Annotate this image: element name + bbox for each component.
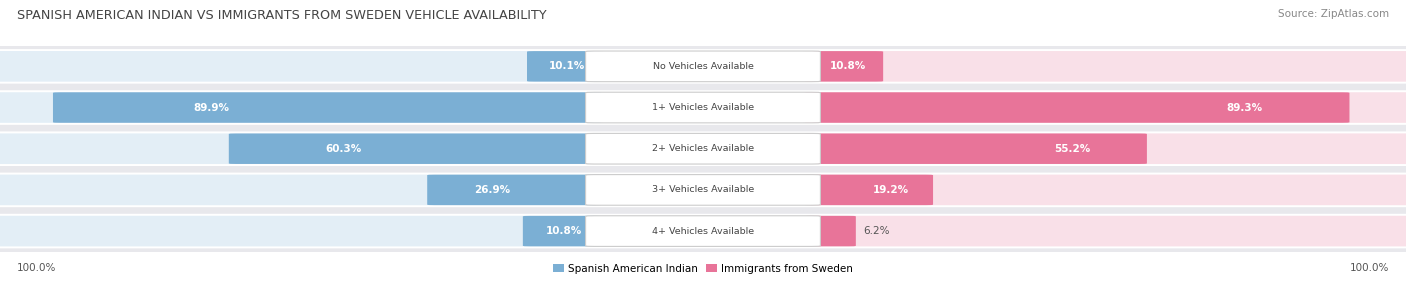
FancyBboxPatch shape xyxy=(0,133,603,164)
Text: 55.2%: 55.2% xyxy=(1054,144,1091,154)
FancyBboxPatch shape xyxy=(804,216,1406,247)
FancyBboxPatch shape xyxy=(0,127,1406,170)
Text: 4+ Vehicles Available: 4+ Vehicles Available xyxy=(652,227,754,236)
Text: 1+ Vehicles Available: 1+ Vehicles Available xyxy=(652,103,754,112)
FancyBboxPatch shape xyxy=(0,214,1406,248)
FancyBboxPatch shape xyxy=(804,92,1406,123)
Text: 89.9%: 89.9% xyxy=(194,103,229,112)
FancyBboxPatch shape xyxy=(0,216,603,247)
FancyBboxPatch shape xyxy=(0,86,1406,129)
FancyBboxPatch shape xyxy=(585,174,821,205)
FancyBboxPatch shape xyxy=(0,51,603,82)
FancyBboxPatch shape xyxy=(427,175,602,205)
Text: 10.1%: 10.1% xyxy=(548,61,585,71)
Text: SPANISH AMERICAN INDIAN VS IMMIGRANTS FROM SWEDEN VEHICLE AVAILABILITY: SPANISH AMERICAN INDIAN VS IMMIGRANTS FR… xyxy=(17,9,547,21)
Text: 2+ Vehicles Available: 2+ Vehicles Available xyxy=(652,144,754,153)
FancyBboxPatch shape xyxy=(804,134,1147,164)
Text: No Vehicles Available: No Vehicles Available xyxy=(652,62,754,71)
FancyBboxPatch shape xyxy=(527,51,602,82)
FancyBboxPatch shape xyxy=(585,216,821,247)
Legend: Spanish American Indian, Immigrants from Sweden: Spanish American Indian, Immigrants from… xyxy=(550,260,856,278)
Text: 3+ Vehicles Available: 3+ Vehicles Available xyxy=(652,185,754,194)
Text: 60.3%: 60.3% xyxy=(325,144,361,154)
FancyBboxPatch shape xyxy=(523,216,602,246)
FancyBboxPatch shape xyxy=(0,49,1406,84)
FancyBboxPatch shape xyxy=(229,134,602,164)
FancyBboxPatch shape xyxy=(804,133,1406,164)
FancyBboxPatch shape xyxy=(585,133,821,164)
FancyBboxPatch shape xyxy=(804,175,934,205)
Text: 26.9%: 26.9% xyxy=(474,185,510,195)
FancyBboxPatch shape xyxy=(0,173,1406,207)
Text: 10.8%: 10.8% xyxy=(831,61,866,71)
FancyBboxPatch shape xyxy=(0,132,1406,166)
FancyBboxPatch shape xyxy=(0,168,1406,212)
Text: Source: ZipAtlas.com: Source: ZipAtlas.com xyxy=(1278,9,1389,19)
Text: 89.3%: 89.3% xyxy=(1227,103,1263,112)
FancyBboxPatch shape xyxy=(0,209,1406,253)
FancyBboxPatch shape xyxy=(585,92,821,123)
FancyBboxPatch shape xyxy=(804,51,883,82)
FancyBboxPatch shape xyxy=(804,51,1406,82)
FancyBboxPatch shape xyxy=(804,174,1406,205)
Text: 19.2%: 19.2% xyxy=(873,185,908,195)
FancyBboxPatch shape xyxy=(804,92,1350,123)
FancyBboxPatch shape xyxy=(53,92,602,123)
FancyBboxPatch shape xyxy=(0,45,1406,88)
Text: 100.0%: 100.0% xyxy=(17,263,56,273)
Text: 10.8%: 10.8% xyxy=(546,226,582,236)
Text: 100.0%: 100.0% xyxy=(1350,263,1389,273)
Text: 6.2%: 6.2% xyxy=(863,226,890,236)
FancyBboxPatch shape xyxy=(0,92,603,123)
FancyBboxPatch shape xyxy=(0,174,603,205)
FancyBboxPatch shape xyxy=(804,216,856,246)
FancyBboxPatch shape xyxy=(585,51,821,82)
FancyBboxPatch shape xyxy=(0,90,1406,125)
